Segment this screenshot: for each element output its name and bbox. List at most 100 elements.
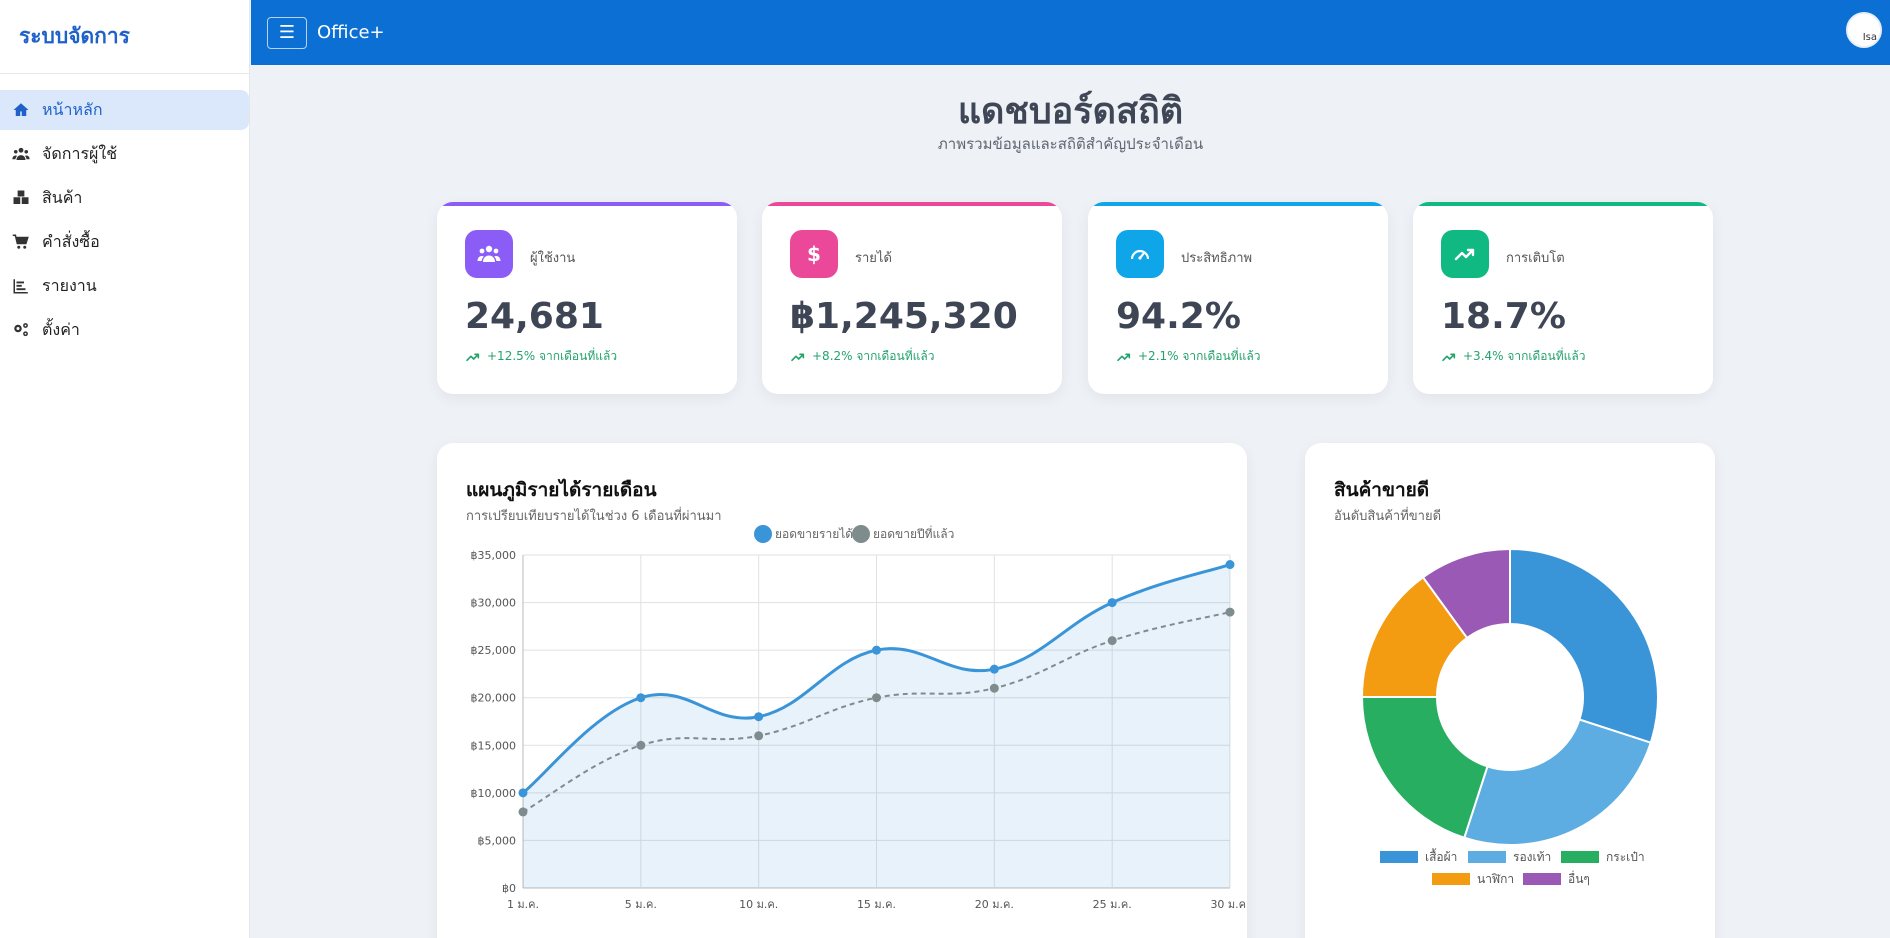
legend-label[interactable]: ยอดขายปีที่แล้ว: [873, 525, 954, 541]
data-point[interactable]: [518, 788, 528, 798]
sidebar-item-2[interactable]: สินค้า: [0, 178, 249, 218]
trend-up-icon: [465, 349, 487, 365]
legend-swatch[interactable]: [852, 525, 870, 543]
products-chart-panel: สินค้าขายดี อันดับสินค้าที่ขายดี เสื้อผ้…: [1305, 443, 1715, 938]
stat-card-value: ฿1,245,320: [790, 296, 1018, 337]
x-tick-label: 1 ม.ค.: [507, 898, 539, 911]
revenue-line-chart: ฿0 ฿5,000 ฿10,000 ฿15,000 ฿20,000 ฿25,000 ฿30,…: [471, 525, 1247, 911]
products-chart-title: สินค้าขายดี: [1334, 479, 1430, 501]
users-icon: [465, 230, 513, 278]
menu-toggle-button[interactable]: ☰: [267, 16, 307, 49]
stat-card-delta: +8.2% จากเดือนที่แล้ว: [790, 347, 934, 366]
users-icon: [11, 144, 31, 164]
legend-swatch[interactable]: [1380, 851, 1418, 863]
donut-slice-2[interactable]: [1360, 696, 1489, 840]
products-chart-subtitle: อันดับสินค้าที่ขายดี: [1334, 509, 1442, 524]
y-tick-label: ฿25,000: [471, 644, 517, 657]
trend-up-icon: [1116, 349, 1138, 365]
dollar-icon: $: [790, 230, 838, 278]
series-area-fill: [523, 564, 1230, 888]
avatar-alt-text: Isa: [1862, 32, 1877, 43]
sidebar-item-label: คำสั่งซื้อ: [42, 231, 100, 251]
x-tick-label: 30 ม.ค.: [1210, 898, 1247, 911]
y-tick-label: ฿20,000: [471, 692, 517, 705]
stat-card-delta-text: +2.1% จากเดือนที่แล้ว: [1138, 349, 1261, 363]
x-tick-label: 25 ม.ค.: [1093, 898, 1132, 911]
data-point[interactable]: [1107, 636, 1117, 646]
legend-label[interactable]: รองเท้า: [1513, 850, 1551, 864]
legend-label[interactable]: อื่นๆ: [1568, 870, 1590, 886]
trend-up-icon: [1441, 230, 1489, 278]
stat-card: ประสิทธิภาพ 94.2% +2.1% จากเดือนที่แล้ว: [1088, 202, 1388, 394]
data-point[interactable]: [754, 712, 764, 722]
page-title: แดชบอร์ดสถิติ: [957, 91, 1184, 132]
donut-slice-1[interactable]: [1463, 718, 1653, 846]
sidebar-item-label: รายงาน: [42, 275, 97, 295]
stat-card-value: 24,681: [465, 296, 604, 337]
revenue-chart-panel: แผนภูมิรายได้รายเดือน การเปรียบเทียบรายไ…: [437, 443, 1247, 938]
data-point[interactable]: [872, 693, 881, 703]
stat-card-delta-text: +12.5% จากเดือนที่แล้ว: [487, 349, 618, 363]
sidebar-item-3[interactable]: คำสั่งซื้อ: [0, 222, 249, 262]
sidebar-item-1[interactable]: จัดการผู้ใช้: [0, 134, 249, 174]
legend-label[interactable]: กระเป๋า: [1606, 850, 1645, 864]
legend-label[interactable]: เสื้อผ้า: [1425, 848, 1457, 864]
data-point[interactable]: [518, 807, 528, 817]
y-tick-label: ฿5,000: [478, 834, 517, 847]
data-point[interactable]: [989, 683, 999, 693]
svg-text:$: $: [807, 242, 821, 266]
sidebar-item-0[interactable]: หน้าหลัก: [0, 90, 249, 130]
hamburger-icon: ☰: [278, 22, 296, 43]
stat-card-delta-text: +8.2% จากเดือนที่แล้ว: [812, 349, 935, 363]
stat-card: การเติบโต 18.7% +3.4% จากเดือนที่แล้ว: [1413, 202, 1713, 394]
sidebar: ระบบจัดการ หน้าหลักจัดการผู้ใช้ สินค้าคำส…: [0, 0, 250, 938]
legend-swatch[interactable]: [1523, 873, 1561, 885]
data-point[interactable]: [636, 693, 646, 703]
gauge-icon: [1116, 230, 1164, 278]
sidebar-brand[interactable]: ระบบจัดการ: [0, 0, 249, 74]
avatar[interactable]: Isa: [1846, 12, 1882, 48]
stat-card-accent-bar: [1088, 202, 1388, 206]
data-point[interactable]: [872, 645, 881, 655]
data-point[interactable]: [754, 731, 764, 741]
donut-slice-4[interactable]: [1421, 547, 1511, 640]
legend-swatch[interactable]: [1468, 851, 1506, 863]
gears-icon: [11, 320, 31, 340]
trend-up-icon: [1441, 349, 1463, 365]
sidebar-nav: หน้าหลักจัดการผู้ใช้ สินค้าคำสั่งซื้อรายง…: [0, 74, 249, 350]
stat-card-delta: +3.4% จากเดือนที่แล้ว: [1441, 347, 1585, 366]
sidebar-item-4[interactable]: รายงาน: [0, 266, 249, 306]
y-tick-label: ฿0: [502, 882, 516, 895]
data-point[interactable]: [1225, 607, 1235, 617]
app-name: Office+: [317, 22, 385, 43]
y-tick-label: ฿15,000: [471, 739, 517, 752]
donut-slice-0[interactable]: [1509, 547, 1659, 744]
revenue-chart-title: แผนภูมิรายได้รายเดือน: [466, 479, 657, 501]
stat-card-accent-bar: [762, 202, 1062, 206]
stat-card-label: ผู้ใช้งาน: [530, 251, 576, 266]
legend-swatch[interactable]: [754, 525, 772, 543]
stat-card-accent-bar: [1413, 202, 1713, 206]
stat-card-value: 18.7%: [1441, 296, 1566, 337]
data-point[interactable]: [1225, 560, 1235, 570]
stat-card-delta: +2.1% จากเดือนที่แล้ว: [1116, 347, 1260, 366]
data-point[interactable]: [636, 740, 646, 750]
legend-label[interactable]: นาฬิกา: [1477, 872, 1514, 886]
chart-bar-icon: [11, 276, 31, 296]
x-tick-label: 20 ม.ค.: [975, 898, 1014, 911]
stat-card: $ รายได้฿1,245,320 +8.2% จากเดือนที่แล้ว: [762, 202, 1062, 394]
legend-label[interactable]: ยอดขายรายได้: [775, 527, 853, 541]
sidebar-item-label: หน้าหลัก: [42, 99, 103, 119]
sidebar-item-5[interactable]: ตั้งค่า: [0, 310, 249, 350]
stat-card: ผู้ใช้งาน 24,681 +12.5% จากเดือนที่แล้ว: [437, 202, 737, 394]
legend-swatch[interactable]: [1432, 873, 1470, 885]
stat-card-delta-text: +3.4% จากเดือนที่แล้ว: [1463, 349, 1586, 363]
data-point[interactable]: [989, 664, 999, 674]
x-tick-label: 15 ม.ค.: [857, 898, 896, 911]
home-icon: [11, 100, 31, 120]
y-tick-label: ฿35,000: [471, 549, 517, 562]
legend-swatch[interactable]: [1561, 851, 1599, 863]
stat-card-label: รายได้: [855, 251, 892, 266]
data-point[interactable]: [1107, 598, 1117, 608]
